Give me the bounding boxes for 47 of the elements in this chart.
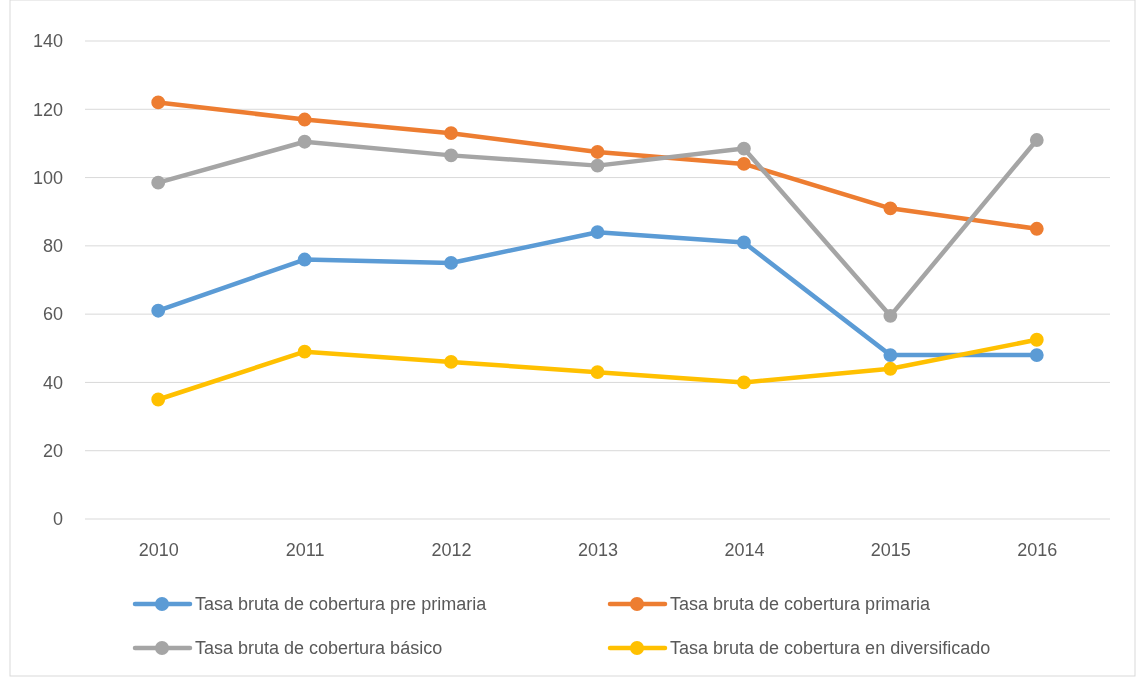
point <box>590 365 605 380</box>
point <box>151 392 166 407</box>
point <box>444 148 458 163</box>
y-tick-label: 0 <box>52 509 63 530</box>
point <box>737 235 751 250</box>
point <box>297 134 312 149</box>
point <box>151 175 166 190</box>
point <box>1029 348 1044 363</box>
y-tick-label: 120 <box>32 99 63 120</box>
point <box>590 225 605 240</box>
point <box>444 355 458 369</box>
point <box>151 303 166 318</box>
point <box>883 348 898 363</box>
x-tick-label: 2015 <box>870 539 911 560</box>
legend-label: Tasa bruta de cobertura pre primaria <box>195 594 488 614</box>
point <box>590 158 605 173</box>
point <box>444 126 458 141</box>
y-tick-label: 80 <box>42 236 63 257</box>
legend-label: Tasa bruta de cobertura en diversificado <box>670 638 991 658</box>
point <box>297 344 312 359</box>
point <box>297 252 312 267</box>
y-tick-label: 20 <box>42 440 63 461</box>
x-tick-label: 2013 <box>577 539 619 560</box>
point <box>1029 133 1044 147</box>
point <box>737 141 751 156</box>
point <box>883 201 898 216</box>
point <box>737 157 751 171</box>
point <box>590 145 605 159</box>
x-tick-label: 2012 <box>431 539 472 560</box>
y-tick-label: 40 <box>42 372 63 393</box>
x-tick-label: 2011 <box>285 539 325 560</box>
legend-label: Tasa bruta de cobertura básico <box>195 638 443 658</box>
point <box>1029 221 1044 236</box>
point <box>444 256 458 270</box>
y-tick-label: 140 <box>32 31 63 52</box>
point <box>1029 332 1044 347</box>
legend-label: Tasa bruta de cobertura primaria <box>670 594 932 614</box>
y-tick-label: 100 <box>32 167 63 188</box>
x-tick-label: 2014 <box>724 539 765 560</box>
point <box>883 361 898 376</box>
x-tick-label: 2010 <box>138 539 179 560</box>
point <box>737 375 751 390</box>
y-tick-label: 60 <box>42 304 63 325</box>
point <box>151 95 166 110</box>
point <box>883 308 898 323</box>
point <box>297 112 312 127</box>
x-tick-label: 2016 <box>1017 539 1058 560</box>
